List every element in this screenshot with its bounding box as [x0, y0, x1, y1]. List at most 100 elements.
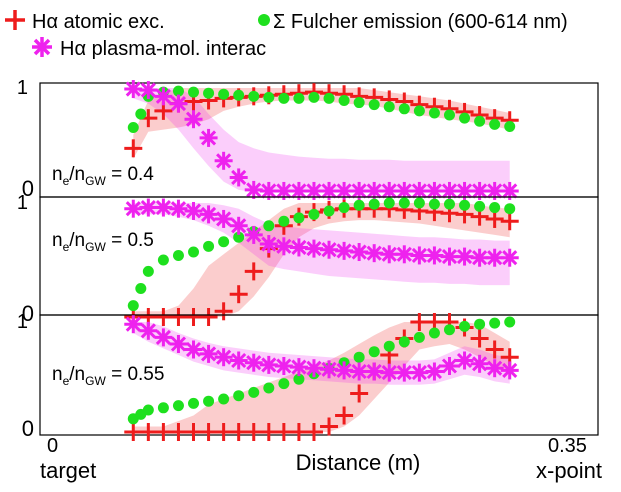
series-2	[124, 198, 519, 267]
data-point	[368, 346, 380, 358]
data-point	[500, 212, 519, 231]
data-point	[214, 423, 233, 441]
legend: Hα atomic exc. Σ Fulcher emission (600-6…	[5, 10, 568, 60]
data-point	[350, 362, 369, 381]
data-point	[263, 220, 275, 232]
data-point	[304, 423, 323, 441]
data-point	[323, 92, 335, 104]
data-point	[500, 248, 519, 267]
data-point	[274, 237, 293, 256]
data-point	[214, 302, 233, 321]
data-point	[278, 92, 290, 104]
data-point	[335, 361, 354, 380]
x-start-note: target	[40, 458, 96, 483]
data-point	[470, 354, 489, 373]
data-point	[259, 355, 278, 374]
x-axis-label: Distance (m)	[296, 450, 421, 475]
data-point	[199, 344, 218, 363]
data-point	[127, 300, 139, 312]
data-point	[320, 417, 339, 436]
data-point	[289, 238, 308, 257]
data-point	[135, 283, 147, 294]
data-point	[410, 363, 429, 382]
data-point	[428, 198, 440, 210]
data-point	[124, 139, 143, 158]
data-point	[485, 359, 504, 378]
data-point	[350, 243, 369, 262]
data-point	[474, 318, 486, 330]
data-point	[154, 308, 173, 326]
data-point	[485, 340, 504, 359]
data-point	[274, 357, 293, 375]
data-point	[214, 348, 233, 367]
panel-density-label: ne/nGW = 0.55	[52, 364, 164, 388]
data-point	[474, 200, 486, 212]
data-point	[398, 336, 410, 348]
legend-label-atomic: Hα atomic exc.	[32, 11, 165, 33]
data-point	[263, 91, 275, 103]
data-point	[440, 357, 459, 375]
data-point	[229, 285, 248, 304]
data-point	[380, 363, 399, 382]
asterisk-icon	[32, 37, 52, 57]
data-point	[203, 395, 215, 407]
data-point	[154, 87, 173, 106]
series-2	[124, 80, 519, 200]
data-point	[157, 402, 169, 414]
data-point	[398, 103, 410, 115]
data-point	[135, 108, 147, 120]
y-tick-label-bottom: 0	[22, 301, 34, 326]
series-1	[127, 197, 516, 312]
data-point	[395, 245, 414, 264]
legend-label-fulcher: Σ Fulcher emission (600-614 nm)	[273, 11, 568, 33]
data-point	[323, 205, 335, 217]
data-point	[169, 335, 188, 353]
data-point	[199, 128, 218, 147]
data-point	[410, 246, 429, 265]
data-point	[124, 80, 143, 99]
data-point	[259, 423, 278, 441]
circle-icon	[258, 14, 270, 26]
data-point	[353, 97, 365, 109]
uncertainty-band-0	[133, 322, 510, 432]
data-point	[413, 197, 425, 209]
panel-1: 1 0 ne/nGW = 0.5	[17, 192, 599, 326]
data-point	[274, 181, 293, 200]
y-tick-label-bottom: 0	[22, 176, 34, 201]
data-point	[278, 378, 290, 390]
data-point	[184, 423, 203, 441]
panel-density-label: ne/nGW = 0.4	[52, 164, 154, 188]
data-point	[139, 423, 158, 441]
panel-frame	[39, 314, 599, 436]
data-point	[489, 317, 501, 329]
data-point	[244, 262, 263, 281]
data-point	[335, 241, 354, 260]
data-point	[124, 199, 143, 218]
data-point	[338, 94, 350, 106]
panel-density-label: ne/nGW = 0.5	[52, 230, 154, 254]
data-point	[489, 202, 501, 214]
data-point	[425, 181, 444, 200]
data-point	[428, 327, 440, 339]
data-point	[353, 351, 365, 363]
data-point	[320, 181, 339, 200]
data-point	[320, 240, 339, 259]
series-2	[124, 315, 519, 382]
y-tick-label-bottom: 0	[22, 416, 34, 441]
data-point	[413, 105, 425, 117]
data-point	[188, 246, 200, 258]
data-point	[304, 181, 323, 200]
data-point	[229, 216, 248, 235]
data-point	[139, 81, 158, 100]
data-point	[335, 406, 354, 425]
data-point	[293, 373, 305, 385]
data-point	[199, 308, 218, 326]
legend-item-atomic: Hα atomic exc.	[5, 10, 165, 33]
data-point	[188, 397, 200, 409]
data-point	[504, 203, 516, 215]
data-point	[353, 199, 365, 211]
data-point	[244, 225, 263, 244]
data-point	[500, 361, 519, 380]
data-point	[169, 423, 188, 441]
data-point	[157, 254, 169, 266]
